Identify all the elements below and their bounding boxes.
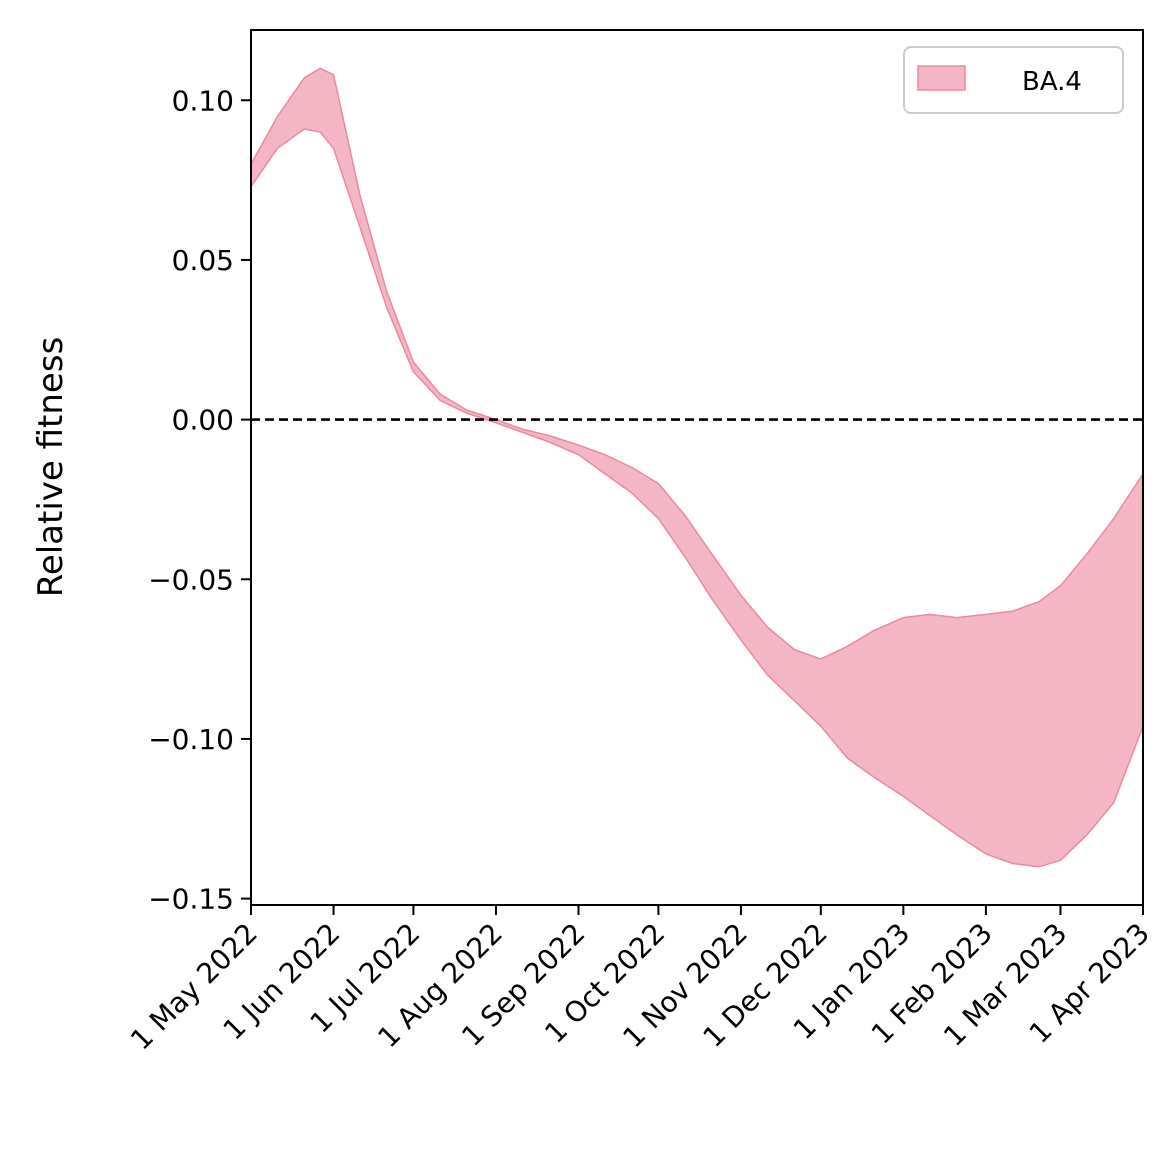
y-tick-label: 0.00 (172, 404, 234, 437)
plot-frame (250, 29, 1144, 906)
legend-frame (903, 46, 1124, 114)
legend-swatch (917, 65, 966, 91)
y-tick-label: −0.05 (148, 563, 234, 596)
y-tick-label: 0.05 (172, 244, 234, 277)
y-axis-label: Relative fitness (31, 337, 71, 598)
y-axis-ticks: 0.10 0.05 0.00 −0.05 −0.10 −0.15 (148, 84, 251, 916)
y-tick-label: −0.10 (148, 723, 234, 756)
series-band-0 (250, 67, 1144, 868)
y-tick-label: 0.10 (172, 84, 234, 117)
y-tick-label: −0.15 (148, 883, 234, 916)
legend-label-ba4: BA.4 (1022, 67, 1082, 97)
legend: BA.4 (903, 46, 1124, 114)
confidence-band-layer (250, 67, 1144, 868)
